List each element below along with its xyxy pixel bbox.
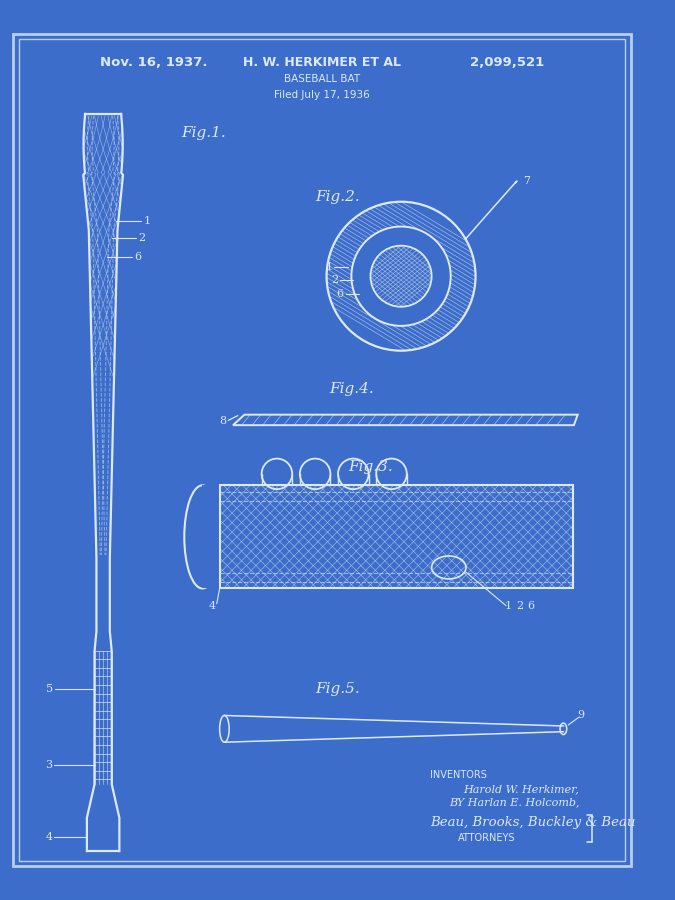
Text: 7: 7 bbox=[523, 176, 531, 185]
Text: 6: 6 bbox=[134, 252, 141, 262]
Text: Fig.3.: Fig.3. bbox=[348, 460, 394, 474]
Text: 1: 1 bbox=[143, 216, 151, 226]
Text: BASEBALL BAT: BASEBALL BAT bbox=[284, 75, 360, 85]
Text: 5: 5 bbox=[47, 684, 53, 694]
Text: Beau, Brooks, Buckley & Beau: Beau, Brooks, Buckley & Beau bbox=[430, 816, 635, 829]
Text: Harold W. Herkimer,: Harold W. Herkimer, bbox=[463, 784, 579, 794]
Text: 9: 9 bbox=[577, 710, 584, 721]
Text: Fig.4.: Fig.4. bbox=[329, 382, 374, 396]
Text: H. W. HERKIMER ET AL: H. W. HERKIMER ET AL bbox=[243, 56, 401, 68]
Text: Filed July 17, 1936: Filed July 17, 1936 bbox=[274, 90, 370, 100]
Text: INVENTORS: INVENTORS bbox=[430, 770, 487, 779]
Text: 4: 4 bbox=[209, 600, 216, 610]
Text: ATTORNEYS: ATTORNEYS bbox=[458, 832, 516, 842]
Text: Fig.1.: Fig.1. bbox=[182, 126, 226, 140]
Text: 2: 2 bbox=[138, 233, 145, 243]
Text: 4: 4 bbox=[45, 832, 53, 842]
Text: 2: 2 bbox=[331, 275, 338, 285]
Text: 1: 1 bbox=[504, 600, 512, 610]
Text: Fig.5.: Fig.5. bbox=[315, 681, 360, 696]
Text: 2: 2 bbox=[516, 600, 523, 610]
Text: 6: 6 bbox=[527, 600, 535, 610]
Text: Fig.2.: Fig.2. bbox=[315, 190, 360, 204]
Bar bbox=[202, 485, 240, 589]
Text: 2,099,521: 2,099,521 bbox=[470, 56, 544, 68]
Text: Nov. 16, 1937.: Nov. 16, 1937. bbox=[101, 56, 208, 68]
Text: 1: 1 bbox=[325, 262, 332, 272]
Text: 8: 8 bbox=[219, 417, 226, 427]
Text: 3: 3 bbox=[45, 760, 53, 770]
Text: 6: 6 bbox=[337, 290, 344, 300]
Text: BY Harlan E. Holcomb,: BY Harlan E. Holcomb, bbox=[449, 797, 579, 807]
